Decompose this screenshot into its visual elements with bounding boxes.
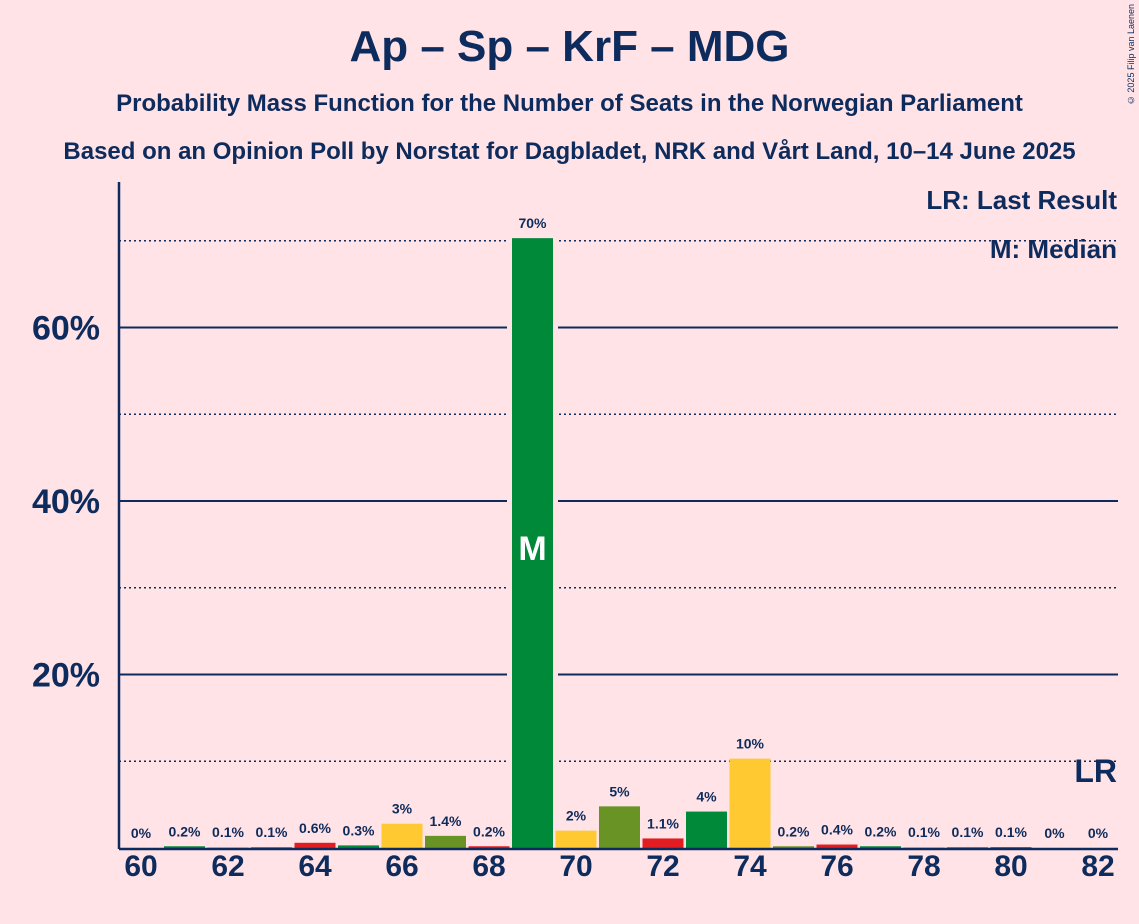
legend-median: M: Median [990,234,1117,264]
data-label-seat-65: 0.3% [343,822,375,838]
x-tick-label: 76 [820,850,853,883]
legend-last-result: LR: Last Result [926,185,1117,215]
data-label-seat-80: 0.1% [995,824,1027,840]
bars [164,238,1032,848]
x-tick-label: 66 [385,850,418,883]
x-tick-label: 62 [211,850,244,883]
bar-seat-77 [860,846,901,848]
x-tick-label: 74 [733,850,767,883]
bar-seat-76 [816,844,858,848]
chart-source: Based on an Opinion Poll by Norstat for … [63,138,1076,165]
data-label-seat-70: 2% [566,808,587,824]
data-label-seat-82: 0% [1088,825,1109,841]
x-tick-label: 60 [124,850,157,883]
x-tick-label: 64 [298,850,332,883]
data-label-seat-79: 0.1% [952,824,984,840]
x-tick-label: 68 [472,850,505,883]
bar-seat-74 [729,758,771,848]
x-tick-label: 78 [907,850,940,883]
data-label-seat-81: 0% [1044,825,1065,841]
median-marker: M [518,530,546,568]
bar-seat-64 [294,842,336,848]
data-label-seat-62: 0.1% [212,824,244,840]
x-tick-label: 70 [559,850,592,883]
chart-title: Ap – Sp – KrF – MDG [349,22,790,71]
data-label-seat-77: 0.2% [865,823,897,839]
data-label-seat-66: 3% [392,801,413,817]
data-label-seat-63: 0.1% [256,824,288,840]
bar-seat-66 [381,823,423,848]
data-label-seat-60: 0% [131,825,152,841]
bar-seat-72 [642,838,684,848]
x-tick-label: 72 [646,850,679,883]
axes: 60 62 64 66 68 70 72 74 76 78 80 82 [117,182,1118,883]
data-label-seat-76: 0.4% [821,822,853,838]
data-labels: 0% 0.2% 0.1% 0.1% 0.6% 0.3% 3% 1.4% 0.2% 70% 2% 5% 1… [131,215,1117,841]
y-tick-label: 60% [32,310,100,348]
bar-seat-71 [599,806,640,848]
last-result-marker: LR [1074,753,1117,789]
y-tick-label: 20% [32,657,100,695]
bar-seat-62 [207,847,249,848]
data-label-seat-64: 0.6% [299,820,331,836]
data-label-seat-78: 0.1% [908,824,940,840]
x-tick-label: 82 [1081,850,1114,883]
bar-seat-65 [338,845,379,848]
x-tick-label: 80 [994,850,1027,883]
data-label-seat-67: 1.4% [430,813,462,829]
bar-seat-68 [468,846,510,848]
data-label-seat-73: 4% [696,789,717,805]
data-label-seat-72: 1.1% [647,815,679,831]
bar-seat-69 [512,238,553,848]
data-label-seat-68: 0.2% [473,823,505,839]
chart-subtitle: Probability Mass Function for the Number… [116,90,1023,117]
data-label-seat-74: 10% [736,736,765,752]
bar-seat-75 [773,846,814,848]
bar-seat-79 [947,847,988,848]
bar-seat-80 [990,847,1032,848]
bar-seat-63 [251,847,292,848]
y-tick-label: 40% [32,483,100,521]
bar-seat-73 [686,811,727,848]
gridlines: 20% 40% 60% [32,238,1118,848]
bar-seat-61 [164,846,205,848]
bar-seat-70 [555,830,597,848]
data-label-seat-61: 0.2% [169,823,201,839]
bar-seat-78 [903,847,945,848]
bar-seat-67 [425,835,466,848]
data-label-seat-75: 0.2% [778,823,810,839]
data-label-seat-71: 5% [609,783,630,799]
data-label-seat-69: 70% [518,215,547,231]
